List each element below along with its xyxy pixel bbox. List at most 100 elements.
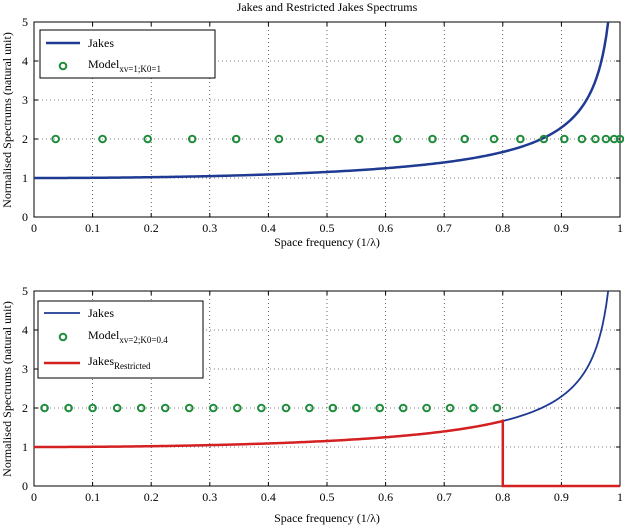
- y-tick-labels: 0 1 2 3 4 5: [22, 284, 28, 493]
- bottom-chart-panel: 0 0.1 0.2 0.3 0.4 0.5 0.6 0.7 0.8 0.9 1 0 1 2 3 4 5 Spa…: [0, 284, 623, 525]
- x-tick-labels: 0 0.1 0.2 0.3 0.4 0.5 0.6 0.7 0.8 0.9 1: [31, 490, 623, 504]
- y-tick-label: 2: [22, 401, 28, 415]
- y-tick-label: 1: [22, 171, 28, 185]
- y-tick-label: 1: [22, 440, 28, 454]
- data-point-model: [375, 403, 385, 413]
- data-point-model: [354, 134, 364, 144]
- data-point-model: [274, 134, 284, 144]
- x-tick-label: 0.8: [495, 490, 510, 504]
- y-tick-labels: 0 1 2 3 4 5: [22, 15, 28, 224]
- data-point-model: [577, 134, 587, 144]
- legend-restricted-subscript: Restricted: [114, 361, 151, 371]
- y-tick-label: 3: [22, 362, 28, 376]
- x-tick-label: 0.4: [261, 490, 276, 504]
- legend-model-subscript: xv=1;K0=1: [119, 64, 161, 74]
- x-tick-label: 0.2: [144, 490, 159, 504]
- data-point-model: [257, 403, 266, 413]
- data-point-model: [428, 134, 437, 144]
- data-point-model: [615, 134, 624, 144]
- data-point-model: [560, 134, 569, 144]
- data-point-model: [539, 134, 549, 144]
- x-tick-label: 0.7: [437, 490, 452, 504]
- x-tick-label: 1: [617, 490, 623, 504]
- y-tick-label: 2: [22, 132, 28, 146]
- data-point-model: [422, 403, 431, 413]
- legend: Jakes Modelxv=1;K0=1: [39, 29, 216, 79]
- series-line-jakes-restricted: [34, 419, 620, 488]
- x-tick-label: 0.1: [85, 490, 100, 504]
- y-tick-label: 0: [22, 479, 28, 493]
- data-point-model: [98, 134, 107, 144]
- data-point-model: [160, 403, 170, 413]
- data-point-model: [328, 403, 338, 413]
- grid: [33, 290, 621, 487]
- data-point-model: [64, 403, 73, 413]
- legend-model-marker: [58, 61, 68, 71]
- data-point-model: [352, 403, 361, 413]
- legend-model-label: Modelxv=1;K0=1: [88, 57, 161, 74]
- legend-model-name: Model: [88, 328, 120, 342]
- legend-model-name: Model: [88, 57, 120, 71]
- x-tick-label: 0.3: [202, 490, 217, 504]
- x-tick-label: 0: [31, 221, 37, 235]
- chart-title: Jakes and Restricted Jakes Spectrums: [237, 0, 418, 14]
- x-tick-label: 0.2: [144, 221, 159, 235]
- x-tick-label: 0.3: [202, 221, 217, 235]
- data-point-model: [469, 403, 478, 413]
- data-point-model: [393, 134, 402, 144]
- x-tick-label: 0.1: [85, 221, 100, 235]
- data-point-model: [305, 403, 314, 413]
- x-tick-label: 0.7: [437, 221, 452, 235]
- data-point-model: [209, 403, 218, 413]
- x-tick-label: 0: [31, 490, 37, 504]
- data-point-model: [143, 134, 152, 144]
- y-tick-label: 5: [22, 284, 28, 298]
- legend-restricted-name: Jakes: [88, 354, 114, 368]
- x-tick-label: 0.5: [320, 490, 335, 504]
- x-tick-label: 0.8: [495, 221, 510, 235]
- y-tick-label: 0: [22, 210, 28, 224]
- data-point-model: [460, 134, 470, 144]
- legend-jakes-label: Jakes: [88, 306, 114, 320]
- data-point-model: [233, 403, 242, 413]
- legend-restricted-label: JakesRestricted: [88, 354, 151, 371]
- data-point-model: [184, 403, 194, 413]
- series-line-jakes: [34, 21, 610, 180]
- x-axis-label: Space frequency (1/λ): [274, 235, 380, 249]
- x-tick-label: 0.6: [378, 490, 393, 504]
- data-point-model: [51, 134, 60, 144]
- y-tick-label: 5: [22, 15, 28, 29]
- data-point-model: [88, 403, 97, 413]
- data-point-model: [492, 403, 502, 413]
- legend: Jakes Modelxv=2;K0=0.4 JakesRestricted: [37, 300, 204, 379]
- y-tick-label: 3: [22, 93, 28, 107]
- legend-model-subscript: xv=2;K0=0.4: [119, 335, 168, 345]
- data-point-model: [398, 403, 408, 413]
- series-layer: [34, 290, 620, 488]
- x-tick-label: 0.4: [261, 221, 276, 235]
- top-chart-panel: 0 0.1 0.2 0.3 0.4 0.5 0.6 0.7 0.8 0.9 1 0 1 2 3 4 5 Spa…: [0, 15, 624, 249]
- x-tick-labels: 0 0.1 0.2 0.3 0.4 0.5 0.6 0.7 0.8 0.9 1: [31, 221, 623, 235]
- data-point-model: [187, 134, 197, 144]
- x-tick-label: 0.6: [378, 221, 393, 235]
- legend-model-marker: [58, 332, 68, 342]
- x-tick-label: 1: [617, 221, 623, 235]
- data-point-model: [281, 403, 291, 413]
- data-point-model: [231, 134, 241, 144]
- x-axis-label: Space frequency (1/λ): [274, 511, 380, 525]
- data-point-model: [40, 403, 49, 413]
- x-tick-label: 0.9: [554, 490, 569, 504]
- x-tick-label: 0.9: [554, 221, 569, 235]
- legend-box: [39, 29, 216, 79]
- x-tick-label: 0.5: [320, 221, 335, 235]
- y-axis-label: Normalised Spectrums (natural unit): [0, 301, 14, 477]
- data-point-model: [489, 134, 499, 144]
- legend-jakes-label: Jakes: [88, 36, 114, 50]
- data-point-model: [445, 403, 455, 413]
- data-point-model: [601, 134, 611, 144]
- data-point-model: [315, 134, 325, 144]
- y-axis-label: Normalised Spectrums (natural unit): [0, 32, 14, 208]
- data-point-model: [591, 134, 600, 144]
- data-point-model: [136, 403, 146, 413]
